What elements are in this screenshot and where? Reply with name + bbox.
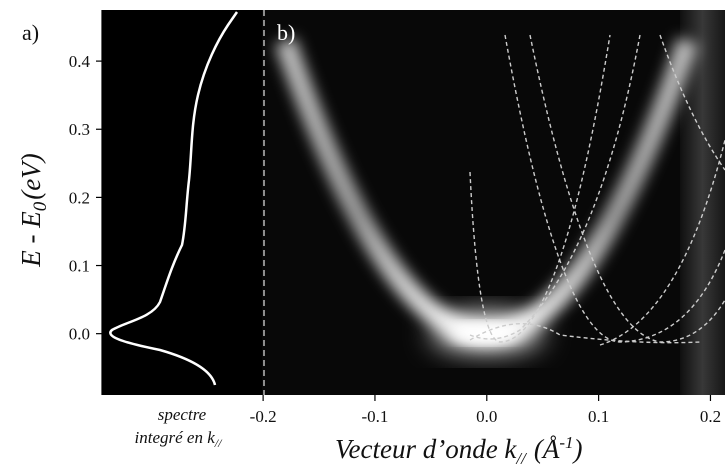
x-tick-label: -0.2: [250, 407, 277, 426]
x-tick-label: -0.1: [361, 407, 388, 426]
y-tick-label: 0.3: [69, 120, 90, 139]
x-tick-label: 0.2: [700, 407, 721, 426]
side-label: integré en k//: [135, 428, 224, 450]
x-label-unit: (Å: [534, 434, 560, 464]
y-label-sub: 0: [30, 201, 51, 211]
panel-label: b): [277, 20, 295, 45]
y-tick-label: 0.0: [69, 325, 90, 344]
panel-label: a): [22, 20, 39, 45]
x-tick-label: 0.1: [588, 407, 609, 426]
side-label: spectre: [158, 405, 207, 424]
model-band: [529, 34, 725, 343]
x-label-main: Vecteur d’onde k: [335, 434, 517, 464]
spectrum-panel: [102, 10, 262, 395]
y-label-main: E - E: [16, 211, 46, 268]
x-label-sub: //: [515, 449, 528, 468]
model-band: [599, 139, 725, 346]
model-bands: [469, 34, 725, 346]
y-tick-label: 0.2: [69, 188, 90, 207]
y-tick-label: 0.4: [69, 52, 91, 71]
model-band: [469, 34, 611, 343]
intensity-map: [262, 10, 725, 395]
x-axis-label: Vecteur d’onde k// (Å-1): [335, 433, 583, 468]
y-tick-label: 0.1: [69, 257, 90, 276]
side-label-sub: //: [214, 436, 223, 450]
y-axis-label: E - E0 (eV): [16, 153, 51, 267]
x-label-sup: -1: [559, 433, 573, 452]
model-band: [659, 34, 725, 171]
x-tick-label: 0.0: [476, 407, 497, 426]
x-label-close: ): [572, 434, 583, 464]
model-band: [504, 34, 725, 343]
y-label-unit: (eV): [16, 153, 46, 199]
side-label-main: integré en k: [135, 428, 216, 447]
model-band: [469, 322, 701, 344]
band-bottom-core: [453, 323, 517, 343]
integrated-spectrum-curve: [109, 11, 239, 386]
